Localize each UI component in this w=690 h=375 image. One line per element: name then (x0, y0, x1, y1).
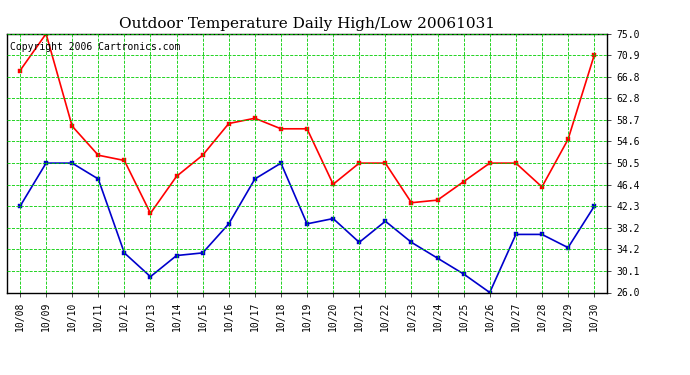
Text: Copyright 2006 Cartronics.com: Copyright 2006 Cartronics.com (10, 42, 180, 51)
Title: Outdoor Temperature Daily High/Low 20061031: Outdoor Temperature Daily High/Low 20061… (119, 17, 495, 31)
